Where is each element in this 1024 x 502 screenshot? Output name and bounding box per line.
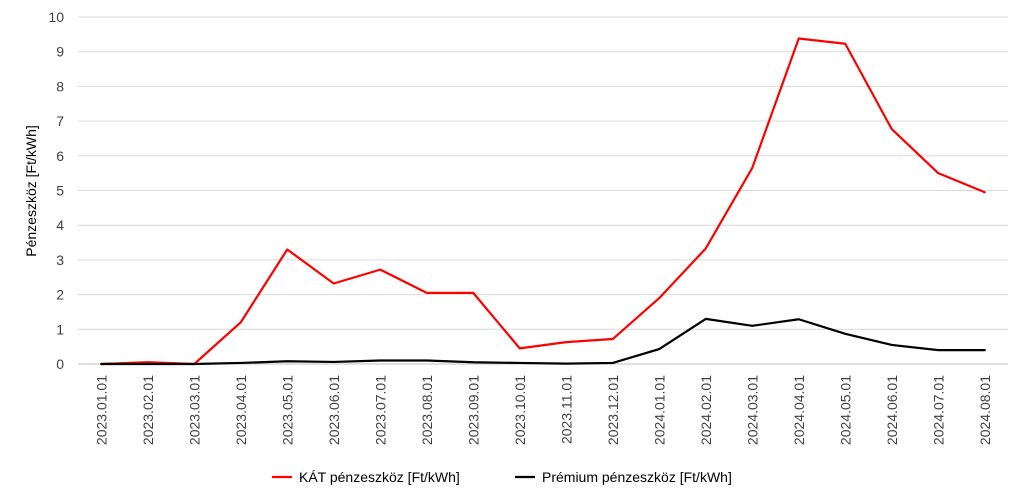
x-axis-ticks: 2023.01.01 2023.02.01 2023.03.01 2023.04.01… xyxy=(93,375,993,445)
x-tick-label: 2023.05.01 xyxy=(279,375,295,445)
y-tick-label: 8 xyxy=(56,78,64,94)
y-axis-title: Pénzeszköz [Ft/kWh] xyxy=(23,125,39,256)
series-line-1 xyxy=(100,37,986,366)
gridlines xyxy=(78,16,1008,365)
x-tick-label: 2023.02.01 xyxy=(140,375,156,445)
legend-label: KÁT pénzeszköz [Ft/kWh] xyxy=(299,469,460,485)
y-tick-label: 4 xyxy=(56,217,64,233)
x-tick-label: 2024.04.01 xyxy=(791,375,807,445)
y-tick-label: 3 xyxy=(56,252,64,268)
y-tick-label: 5 xyxy=(56,183,64,199)
x-tick-label: 2023.04.01 xyxy=(233,375,249,445)
y-tick-label: 9 xyxy=(56,44,64,60)
legend-label: Prémium pénzeszköz [Ft/kWh] xyxy=(542,469,732,485)
y-axis-ticks: 0 1 2 3 4 5 6 7 8 9 10 xyxy=(48,9,64,372)
x-tick-label: 2024.07.01 xyxy=(930,375,946,445)
x-tick-label: 2024.01.01 xyxy=(651,375,667,445)
y-tick-label: 1 xyxy=(56,321,64,337)
legend-item: KÁT pénzeszköz [Ft/kWh] xyxy=(272,469,460,485)
x-tick-label: 2023.10.01 xyxy=(512,375,528,445)
series-line-2 xyxy=(100,317,986,366)
y-tick-label: 6 xyxy=(56,148,64,164)
legend-item: Prémium pénzeszköz [Ft/kWh] xyxy=(515,469,732,485)
x-tick-label: 2024.03.01 xyxy=(744,375,760,445)
x-tick-label: 2023.12.01 xyxy=(605,375,621,445)
y-tick-label: 7 xyxy=(56,113,64,129)
x-tick-label: 2023.09.01 xyxy=(465,375,481,445)
legend: KÁT pénzeszköz [Ft/kWh] Prémium pénzeszkö… xyxy=(272,469,732,485)
x-tick-label: 2023.11.01 xyxy=(558,375,574,444)
y-tick-label: 10 xyxy=(48,9,64,25)
y-tick-label: 0 xyxy=(56,356,64,372)
x-tick-label: 2024.06.01 xyxy=(884,375,900,445)
x-tick-label: 2024.08.01 xyxy=(977,375,993,445)
x-tick-label: 2024.02.01 xyxy=(698,375,714,445)
series-lines xyxy=(100,37,986,366)
x-tick-label: 2023.08.01 xyxy=(419,375,435,445)
x-tick-label: 2023.01.01 xyxy=(93,375,109,445)
x-tick-label: 2023.07.01 xyxy=(372,375,388,445)
y-tick-label: 2 xyxy=(56,287,64,303)
x-tick-label: 2023.06.01 xyxy=(326,375,342,445)
x-tick-label: 2023.03.01 xyxy=(186,375,202,445)
x-tick-label: 2024.05.01 xyxy=(837,375,853,445)
